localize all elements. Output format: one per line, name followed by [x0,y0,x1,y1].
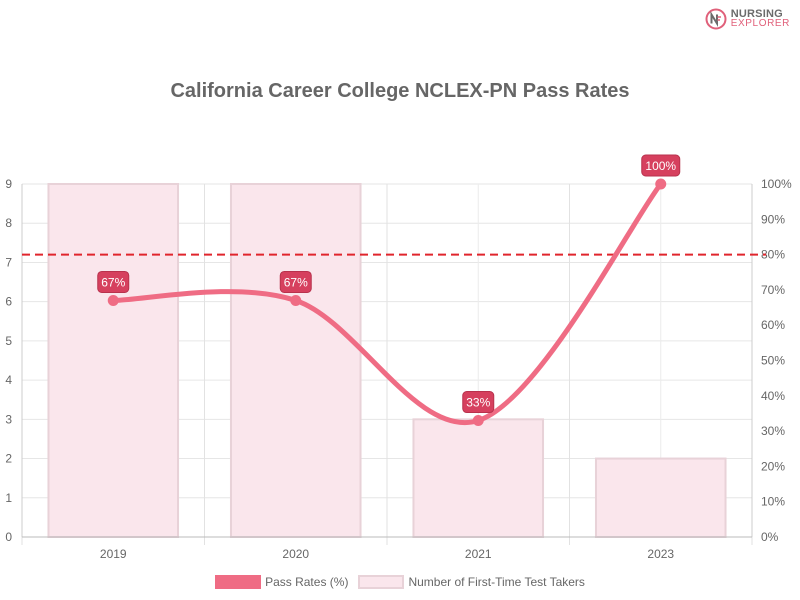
pass-rate-point [107,294,119,306]
y-right-tick-label: 70% [761,283,785,297]
pass-rate-line [110,181,664,426]
pass-rate-label: 67% [284,275,308,289]
y-right-tick-label: 40% [761,389,785,403]
legend-item-test-takers[interactable]: Number of First-Time Test Takers [358,575,585,589]
legend-item-pass-rates[interactable]: Pass Rates (%) [215,575,348,589]
y-left-tick-label: 4 [5,373,12,387]
nursing-explorer-logo-icon [705,8,727,30]
y-right-tick-label: 30% [761,424,785,438]
legend-label-pass-rates: Pass Rates (%) [265,575,349,589]
y-left-tick-label: 1 [5,491,12,505]
brand-name-line2: EXPLORER [730,18,790,29]
bar-test-takers [47,183,180,538]
pass-rate-label: 33% [466,396,490,410]
y-left-tick-label: 3 [5,412,12,426]
bar-test-takers [594,457,727,538]
y-left-tick-label: 2 [5,452,12,466]
x-tick-label: 2020 [282,547,309,561]
legend-label-test-takers: Number of First-Time Test Takers [408,575,585,589]
pass-rate-point [472,415,484,427]
x-tick-label: 2023 [647,547,674,561]
pass-rate-label-box [279,270,312,293]
x-tick-label: 2021 [465,547,492,561]
y-left-tick-label: 6 [5,295,12,309]
y-left-tick-label: 7 [5,255,12,269]
y-right-tick-label: 90% [761,212,785,226]
pass-rate-label: 100% [645,159,676,173]
pass-rate-label: 67% [101,275,125,289]
y-left-tick-label: 8 [5,216,12,230]
x-tick-label: 2019 [100,547,127,561]
y-right-tick-label: 100% [761,177,792,191]
pass-rate-point [290,294,302,306]
pass-rate-label-box [641,154,681,177]
y-right-tick-label: 20% [761,459,785,473]
bar-test-takers [412,418,545,539]
legend-swatch-test-takers [358,575,405,589]
bar-test-takers [229,183,362,538]
y-right-tick-label: 60% [761,318,785,332]
legend-swatch-pass-rates [215,575,262,589]
brand-name-line1: NURSING [730,8,783,20]
chart-title: California Career College NCLEX-PN Pass … [170,80,630,102]
legend: Pass Rates (%) Number of First-Time Test… [0,575,800,589]
y-left-tick-label: 5 [5,334,12,348]
pass-rate-label-box [97,270,130,293]
y-left-tick-label: 9 [5,177,12,191]
y-right-tick-label: 50% [761,354,785,368]
pass-rate-point [655,178,667,190]
y-right-tick-label: 80% [761,248,785,262]
y-left-tick-label: 0 [5,530,12,544]
brand-logo: NURSING EXPLORER [705,8,790,30]
y-right-tick-label: 0% [761,530,779,544]
y-right-tick-label: 10% [761,495,785,509]
pass-rate-label-box [462,391,495,414]
